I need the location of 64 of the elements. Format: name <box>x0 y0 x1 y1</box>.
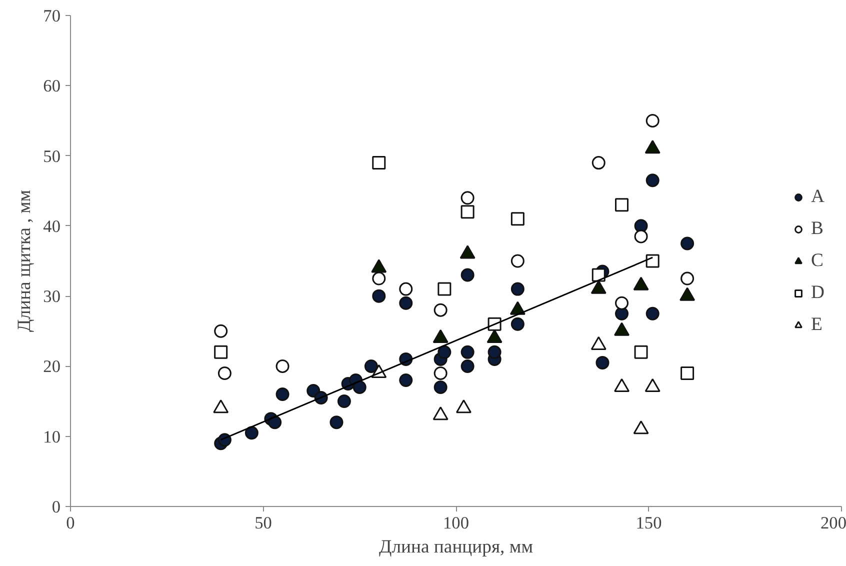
legend-label: E <box>811 314 824 336</box>
point <box>399 374 413 387</box>
point <box>510 212 524 226</box>
point <box>364 359 378 373</box>
point <box>510 254 524 268</box>
point <box>244 426 258 440</box>
point <box>615 198 629 212</box>
point <box>214 345 228 359</box>
point <box>680 272 694 286</box>
point <box>372 289 386 303</box>
point <box>399 282 413 296</box>
point <box>634 230 648 244</box>
point <box>646 174 660 188</box>
y-tick-label: 70 <box>43 6 60 26</box>
point <box>646 254 660 268</box>
point <box>488 345 502 359</box>
point <box>592 268 606 282</box>
point <box>510 282 524 296</box>
y-tick-label: 40 <box>43 216 60 236</box>
legend-label: C <box>811 250 824 272</box>
point <box>352 380 366 394</box>
point <box>276 359 290 373</box>
x-tick-label: 200 <box>820 514 846 532</box>
y-tick-label: 30 <box>43 287 60 306</box>
point <box>268 416 282 430</box>
point <box>330 416 344 430</box>
point <box>460 268 474 282</box>
y-tick-label: 50 <box>43 146 60 166</box>
legend-label: D <box>811 282 826 304</box>
y-tick-label: 0 <box>52 498 61 516</box>
y-axis-title: Длина щитка , мм <box>14 190 36 332</box>
point <box>372 156 386 170</box>
point <box>615 296 629 310</box>
x-tick-label: 100 <box>443 514 470 532</box>
legend-label: B <box>811 218 824 240</box>
point <box>680 366 694 380</box>
point <box>434 366 448 380</box>
point <box>399 296 413 310</box>
point <box>460 191 474 205</box>
point <box>510 317 524 331</box>
y-tick-label: 10 <box>43 427 60 446</box>
point <box>337 394 351 408</box>
y-tick-label: 20 <box>43 357 60 376</box>
y-tick-label: 60 <box>43 76 60 96</box>
point <box>460 205 474 219</box>
x-tick-label: 50 <box>254 514 272 532</box>
point <box>434 303 448 317</box>
point <box>646 114 660 128</box>
point <box>596 356 610 370</box>
x-tick-label: 150 <box>636 514 662 532</box>
point <box>592 156 606 170</box>
point <box>460 359 474 373</box>
point <box>438 345 452 359</box>
x-tick-label: 0 <box>66 514 75 532</box>
point <box>214 324 228 338</box>
point <box>438 282 452 296</box>
legend-label: A <box>811 186 826 208</box>
point <box>276 388 290 402</box>
point <box>680 236 694 250</box>
point <box>434 380 448 394</box>
point <box>634 345 648 359</box>
point <box>460 345 474 359</box>
point <box>646 306 660 320</box>
x-axis-title: Длина панциря, мм <box>378 536 534 558</box>
